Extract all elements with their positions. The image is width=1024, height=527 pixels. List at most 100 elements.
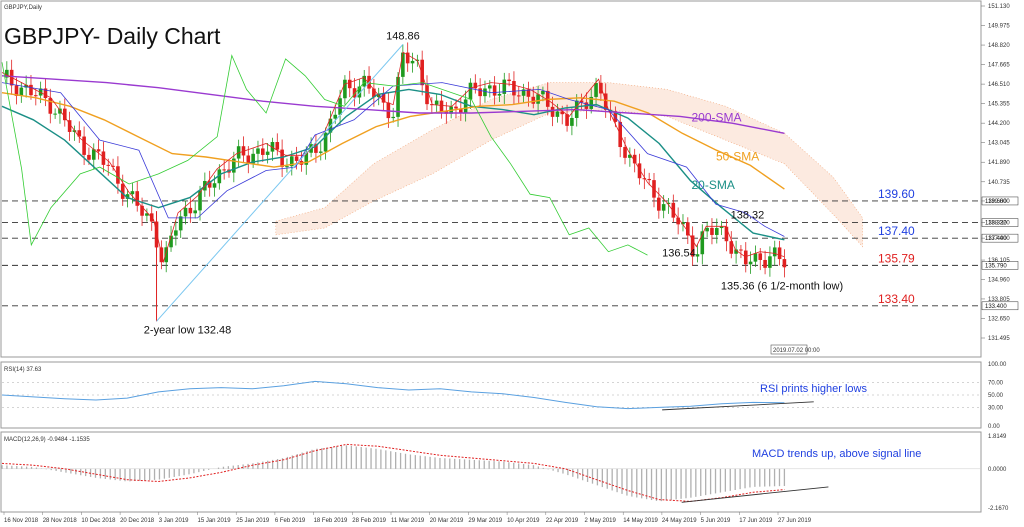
candle-up: [705, 227, 709, 232]
price-tick-label: 141.890: [988, 160, 1010, 166]
rsi-annotation: RSI prints higher lows: [760, 383, 867, 395]
x-tick-label: 11 Mar 2019: [391, 518, 425, 524]
candle-up: [772, 247, 777, 257]
candle-up: [251, 153, 255, 164]
level-label: 133.40: [878, 292, 915, 306]
macd-caption: MACD(12,26,9) -0.9484 -1.1535: [4, 437, 90, 443]
candle-up: [174, 230, 178, 236]
candle-down: [739, 249, 743, 251]
price-tick-label: 137.400: [988, 236, 1010, 242]
candle-up: [289, 156, 294, 167]
candle-down: [657, 197, 661, 211]
candle-down: [459, 108, 463, 114]
candle-down: [261, 148, 265, 155]
candle-up: [666, 202, 671, 205]
candle-up: [178, 216, 183, 231]
candle-down: [48, 98, 53, 114]
date-tag: 2019.07.02 00:00: [773, 348, 820, 354]
candle-down: [241, 146, 246, 156]
price-tick-label: 151.130: [988, 4, 1010, 10]
candle-down: [507, 79, 511, 82]
trendlines: [156, 44, 404, 322]
price-tick-label: 148.820: [988, 43, 1010, 49]
price-panel: [0, 0, 982, 358]
ichimoku-cloud: [275, 82, 863, 248]
rsi-panel: [0, 361, 982, 429]
x-axis-ticks: 16 Nov 2018 28 Nov 2018 10 Dec 2018 20 Dec …: [3, 512, 812, 524]
candle-down: [62, 108, 67, 121]
candle-down: [82, 136, 86, 155]
candle-up: [768, 256, 772, 268]
x-tick-label: 14 May 2019: [623, 518, 658, 524]
candle-down: [43, 88, 48, 99]
axis-price-tag-label: 135.790: [985, 263, 1007, 269]
candle-up: [628, 154, 632, 158]
x-tick-label: 28 Feb 2019: [352, 518, 386, 524]
candle-down: [280, 149, 284, 167]
candle-down: [492, 85, 497, 96]
candle-up: [434, 100, 439, 105]
candle-up: [256, 148, 260, 154]
candle-up: [487, 85, 492, 89]
candle-down: [777, 247, 782, 260]
candle-down: [729, 241, 734, 254]
x-tick-label: 29 Mar 2019: [468, 518, 502, 524]
candle-down: [120, 183, 125, 199]
candle-down: [647, 178, 651, 181]
price-annotation: 50-SMA: [716, 149, 759, 163]
sma200-line: [1, 75, 785, 134]
price-annotation: 136.54: [662, 248, 696, 260]
candle-down: [135, 191, 140, 206]
candle-up: [212, 183, 217, 188]
date-tag-box: [770, 344, 808, 355]
candle-down: [632, 154, 637, 164]
candle-down: [207, 180, 212, 188]
price-tick-label: 149.975: [988, 24, 1010, 30]
candle-down: [439, 100, 444, 112]
candle-up: [130, 191, 135, 195]
candle-up: [333, 114, 338, 119]
candle-down: [724, 226, 729, 242]
x-tick-label: 2 May 2019: [585, 518, 617, 524]
indicator-lines: [1, 51, 785, 264]
candle-down: [599, 82, 603, 94]
candle-up: [536, 94, 540, 104]
candle-up: [589, 96, 594, 109]
price-tick-label: 138.320: [988, 221, 1010, 227]
candle-up: [24, 84, 28, 88]
candle-up: [232, 158, 236, 173]
candle-down: [87, 154, 91, 160]
candle-up: [463, 99, 468, 114]
candle-up: [357, 86, 362, 98]
macd-annotation: MACD trends up, above signal line: [752, 448, 921, 460]
candle-down: [294, 156, 299, 161]
candle-up: [145, 213, 149, 216]
candle-up: [217, 169, 222, 184]
candle-down: [430, 104, 434, 106]
candle-down: [526, 89, 531, 97]
macd-panel: [0, 431, 982, 513]
candle-down: [531, 96, 536, 104]
candle-up: [555, 111, 560, 117]
price-tick-label: 145.355: [988, 102, 1010, 108]
candle-up: [719, 226, 724, 229]
candle-down: [642, 178, 647, 180]
x-tick-label: 27 Jun 2019: [778, 518, 812, 524]
price-annotation: 135.36 (6 1/2-month low): [721, 281, 843, 293]
price-tick-label: 147.665: [988, 63, 1010, 69]
rsi-tick-label: 30.00: [988, 405, 1004, 411]
candle-down: [222, 169, 226, 171]
candle-down: [613, 111, 618, 122]
price-annotation: 148.86: [386, 30, 420, 42]
candle-up: [570, 117, 574, 126]
candle-up: [391, 116, 395, 119]
candle-down: [550, 106, 555, 117]
axis-price-tag-label: 139.600: [985, 199, 1007, 205]
candle-up: [164, 247, 169, 263]
candle-up: [198, 190, 202, 211]
candle-up: [468, 82, 473, 100]
candle-down: [686, 222, 690, 236]
candle-down: [111, 165, 115, 167]
rsi-line: [1, 380, 785, 410]
